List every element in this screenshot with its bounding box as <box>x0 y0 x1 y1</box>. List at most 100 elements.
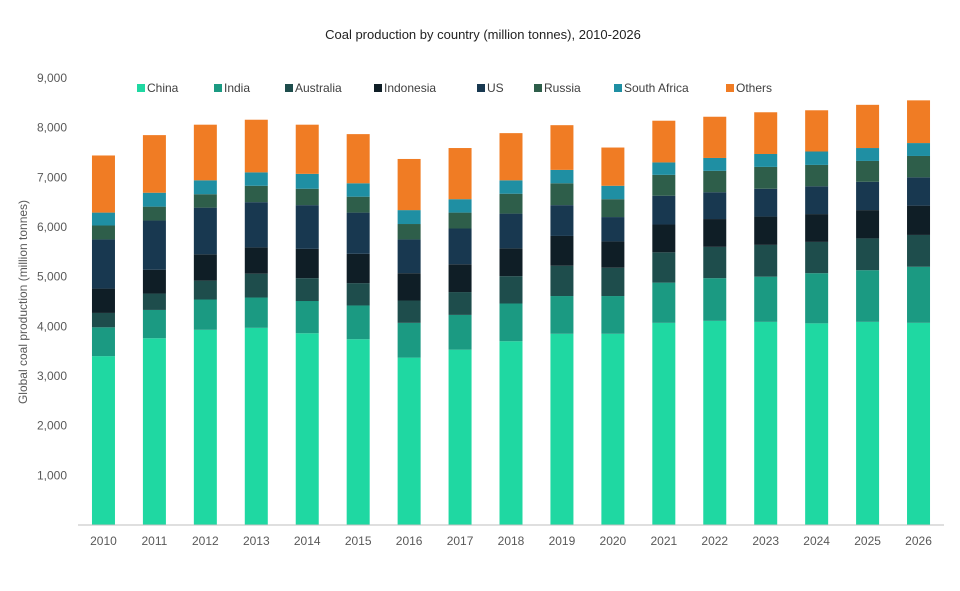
bar-segment-russia-2017 <box>448 212 472 229</box>
bar-segment-india-2011 <box>142 309 166 339</box>
x-tick-label: 2010 <box>90 534 117 548</box>
bar-segment-indonesia-2016 <box>397 273 421 301</box>
bar-segment-china-2011 <box>142 338 166 525</box>
bar-segment-china-2022 <box>703 320 727 525</box>
bar-segment-china-2019 <box>550 333 574 525</box>
bar-segment-others-2022 <box>703 116 727 158</box>
bar-segment-india-2015 <box>346 305 370 340</box>
bar-segment-south-africa-2023 <box>754 153 778 167</box>
bar-segment-south-africa-2019 <box>550 169 574 184</box>
bar-segment-others-2023 <box>754 112 778 154</box>
bar-segment-south-africa-2022 <box>703 157 727 171</box>
bar-segment-others-2015 <box>346 134 370 184</box>
bar-segment-india-2022 <box>703 278 727 321</box>
bar-segment-indonesia-2019 <box>550 235 574 266</box>
bar-segment-russia-2021 <box>652 174 676 196</box>
y-tick-label: 5,000 <box>37 270 67 284</box>
bar-segment-russia-2020 <box>601 199 625 218</box>
bar-segment-australia-2025 <box>856 238 880 271</box>
bar-segment-south-africa-2017 <box>448 199 472 213</box>
bar-segment-us-2017 <box>448 228 472 265</box>
bar-segment-china-2014 <box>295 333 319 525</box>
bar-segment-others-2013 <box>244 119 268 173</box>
bar-segment-us-2018 <box>499 213 523 249</box>
bar-segment-indonesia-2024 <box>805 214 829 242</box>
bar-segment-indonesia-2017 <box>448 264 472 293</box>
bar-segment-india-2014 <box>295 301 319 334</box>
bar-segment-indonesia-2013 <box>244 247 268 274</box>
bar-segment-australia-2014 <box>295 278 319 302</box>
bar-segment-india-2025 <box>856 270 880 322</box>
x-tick-label: 2022 <box>701 534 728 548</box>
bar-segment-us-2021 <box>652 195 676 225</box>
bar-segment-china-2013 <box>244 327 268 525</box>
bar-segment-us-2025 <box>856 181 880 211</box>
bar-segment-india-2023 <box>754 276 778 322</box>
legend-label-us: US <box>487 81 504 95</box>
bar-segment-south-africa-2021 <box>652 162 676 175</box>
bar-segment-australia-2015 <box>346 283 370 306</box>
legend-label-others: Others <box>736 81 772 95</box>
bar-segment-australia-2021 <box>652 252 676 283</box>
bar-segment-russia-2014 <box>295 188 319 206</box>
legend-label-australia: Australia <box>295 81 342 95</box>
bar-segment-china-2023 <box>754 321 778 525</box>
bar-segment-australia-2012 <box>193 280 217 300</box>
bar-segment-india-2010 <box>91 327 115 357</box>
bar-segment-indonesia-2025 <box>856 210 880 239</box>
bar-segment-indonesia-2026 <box>907 205 931 235</box>
bar-segment-australia-2016 <box>397 300 421 323</box>
bar-segment-others-2012 <box>193 124 217 181</box>
x-tick-label: 2014 <box>294 534 321 548</box>
x-axis-ticks: 2010 2011 2012 2013 2014 2015 2016 2017 2018 2019… <box>90 534 932 548</box>
bar-segment-others-2010 <box>91 155 115 213</box>
bar-segment-indonesia-2011 <box>142 269 166 294</box>
bar-segment-us-2016 <box>397 239 421 274</box>
bar-segment-south-africa-2018 <box>499 180 523 194</box>
bar-segment-china-2018 <box>499 341 523 525</box>
x-tick-label: 2015 <box>345 534 372 548</box>
bar-segment-australia-2019 <box>550 265 574 297</box>
bar-segment-china-2010 <box>91 356 115 525</box>
bar-segment-south-africa-2025 <box>856 148 880 161</box>
bar-segment-china-2025 <box>856 321 880 525</box>
bar-segment-russia-2012 <box>193 194 217 208</box>
bar-segment-russia-2022 <box>703 170 727 193</box>
bar-segment-others-2017 <box>448 148 472 200</box>
bar-segment-indonesia-2021 <box>652 224 676 253</box>
legend-label-south-africa: South Africa <box>624 81 689 95</box>
bar-segment-others-2011 <box>142 135 166 193</box>
bar-segment-us-2020 <box>601 217 625 242</box>
bar-segment-indonesia-2015 <box>346 253 370 284</box>
bar-segment-india-2024 <box>805 273 829 324</box>
bar-segment-us-2012 <box>193 207 217 255</box>
bar-segment-others-2019 <box>550 125 574 170</box>
bar-segment-indonesia-2018 <box>499 248 523 277</box>
bar-segment-others-2020 <box>601 147 625 186</box>
bar-segment-indonesia-2014 <box>295 248 319 279</box>
bar-segment-south-africa-2013 <box>244 172 268 186</box>
bar-segment-russia-2024 <box>805 164 829 187</box>
bar-segment-australia-2010 <box>91 312 115 328</box>
bar-segment-china-2021 <box>652 322 676 525</box>
bar-segment-south-africa-2026 <box>907 143 931 156</box>
bar-segment-russia-2010 <box>91 225 115 240</box>
bar-segment-south-africa-2024 <box>805 151 829 165</box>
bar-segment-us-2015 <box>346 212 370 254</box>
y-tick-label: 7,000 <box>37 170 67 184</box>
legend-swatch-australia <box>285 84 293 92</box>
bar-segment-others-2016 <box>397 158 421 211</box>
bar-segment-china-2026 <box>907 322 931 525</box>
bar-segment-india-2021 <box>652 282 676 323</box>
y-tick-label: 3,000 <box>37 369 67 383</box>
x-tick-label: 2012 <box>192 534 219 548</box>
bar-segment-india-2012 <box>193 299 217 330</box>
bar-segment-australia-2022 <box>703 246 727 279</box>
legend: China India Australia Indonesia US Russia Sout… <box>137 81 772 95</box>
x-tick-label: 2023 <box>752 534 779 548</box>
x-tick-label: 2017 <box>447 534 474 548</box>
bar-segment-china-2015 <box>346 339 370 525</box>
bar-segment-others-2014 <box>295 124 319 174</box>
y-axis-ticks: 1,000 2,000 3,000 4,000 5,000 6,000 7,000 8,000… <box>37 71 67 482</box>
bar-segment-us-2022 <box>703 192 727 220</box>
